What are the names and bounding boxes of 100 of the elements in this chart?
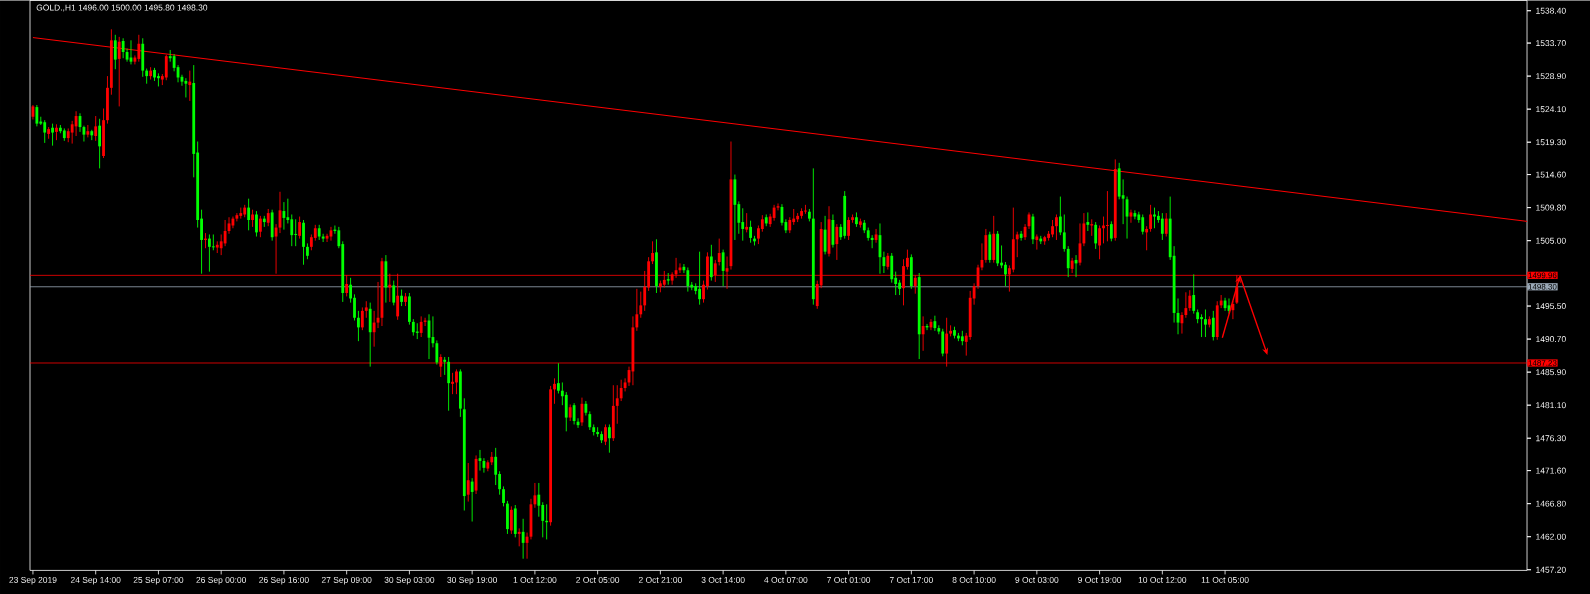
candlestick xyxy=(443,356,447,376)
x-tick-label: 26 Sep 16:00 xyxy=(259,576,309,585)
candlestick xyxy=(184,77,188,98)
candlestick xyxy=(293,218,298,247)
x-tick-label: 4 Oct 07:00 xyxy=(764,576,808,583)
candlestick xyxy=(470,477,474,522)
candlestick xyxy=(502,485,505,507)
x-tick-label: 9 Oct 03:00 xyxy=(1015,576,1059,583)
candlestick xyxy=(521,518,525,559)
candlestick xyxy=(709,244,713,281)
x-tick-label: 25 Sep 07:00 xyxy=(133,576,184,585)
y-tick-label: 1462.00 xyxy=(1536,533,1566,540)
candlestick xyxy=(1090,218,1094,237)
y-tick-label: 1490.70 xyxy=(1536,335,1566,342)
candlestick xyxy=(1086,211,1090,232)
candlestick xyxy=(619,379,623,402)
x-tick-label: 9 Oct 19:00 xyxy=(1078,576,1122,583)
candlestick xyxy=(1070,257,1074,274)
candlestick xyxy=(1133,209,1137,220)
candlestick xyxy=(1062,213,1066,252)
chart-title: GOLD.,H1 1496.00 1500.00 1495.80 1498.30 xyxy=(36,4,208,12)
candlestick xyxy=(1153,206,1156,229)
candlestick xyxy=(94,115,98,142)
candlestick xyxy=(298,215,302,239)
x-tick-label: 27 Sep 09:00 xyxy=(321,576,372,585)
candlestick xyxy=(255,210,258,237)
candlestick xyxy=(1098,224,1101,260)
y-tick-label: 1519.30 xyxy=(1536,139,1566,145)
candlestick xyxy=(717,237,721,266)
x-tick-label: 2 Oct 21:00 xyxy=(638,576,682,583)
candlestick xyxy=(870,234,874,249)
candlestick xyxy=(188,69,192,102)
x-tick-label: 24 Sep 14:00 xyxy=(70,576,121,585)
candlestick xyxy=(349,277,352,303)
candlestick xyxy=(553,377,556,405)
candlestick xyxy=(921,315,925,352)
candlestick xyxy=(1141,213,1145,235)
candlestick xyxy=(1164,212,1168,237)
candlestick xyxy=(208,233,211,272)
x-tick-label: 7 Oct 01:00 xyxy=(827,576,871,583)
candlestick xyxy=(357,310,360,342)
candlestick xyxy=(157,72,160,87)
candlestick xyxy=(564,391,568,432)
candlestick xyxy=(792,208,796,226)
candlestick xyxy=(615,384,619,425)
candlestick xyxy=(1015,231,1019,258)
y-tick-label: 1495.50 xyxy=(1536,302,1566,309)
x-tick-label: 26 Sep 00:00 xyxy=(196,576,247,585)
x-tick-label: 30 Sep 03:00 xyxy=(384,576,435,585)
x-tick-label: 7 Oct 17:00 xyxy=(889,576,933,583)
candlestick xyxy=(211,233,216,251)
candlestick xyxy=(517,527,521,547)
y-tick-label: 1476.30 xyxy=(1536,435,1566,442)
candlestick xyxy=(466,462,470,502)
candlestick xyxy=(1160,212,1164,241)
y-tick-label: 1481.10 xyxy=(1536,401,1566,408)
candlestick xyxy=(686,266,690,292)
candlestick xyxy=(666,272,670,285)
candlestick xyxy=(721,248,725,287)
candlestick xyxy=(98,118,102,169)
candlestick xyxy=(572,402,576,425)
candlestick xyxy=(455,368,458,395)
candlestick xyxy=(1094,221,1098,250)
candlestick xyxy=(164,54,168,81)
candlestick xyxy=(890,252,894,283)
candlestick xyxy=(745,212,749,233)
candlestick xyxy=(1055,213,1058,241)
candlestick xyxy=(1192,273,1196,314)
candlestick xyxy=(741,207,745,241)
y-tick-label: 1524.10 xyxy=(1536,105,1566,112)
candlestick xyxy=(537,482,541,517)
candlestick xyxy=(1204,308,1207,338)
candlestick xyxy=(35,104,39,127)
candlestick xyxy=(1109,220,1113,242)
x-tick-label: 3 Oct 14:00 xyxy=(701,576,745,583)
x-tick-label: 8 Oct 10:00 xyxy=(952,576,996,583)
candlestick xyxy=(392,279,396,306)
candlestick xyxy=(1211,310,1215,341)
candlestick xyxy=(835,223,839,261)
candlestick xyxy=(494,447,498,486)
candlestick xyxy=(749,220,752,243)
candlestick xyxy=(353,293,356,321)
candlestick xyxy=(1004,261,1007,287)
x-tick-label: 2 Oct 05:00 xyxy=(576,576,620,583)
y-tick-label: 1457.20 xyxy=(1536,566,1566,573)
candlestick xyxy=(43,119,47,144)
candlestick xyxy=(1066,245,1070,278)
y-tick-label: 1505.00 xyxy=(1536,237,1566,244)
candlestick xyxy=(509,505,513,535)
x-tick-label: 10 Oct 12:00 xyxy=(1138,576,1187,583)
candlestick xyxy=(419,315,423,338)
candlestick xyxy=(1058,195,1062,236)
candlestick xyxy=(1149,204,1152,232)
y-tick-label: 1533.70 xyxy=(1536,39,1566,46)
candlestick xyxy=(368,301,372,367)
candlestick xyxy=(933,315,937,332)
y-tick-label: 1466.80 xyxy=(1536,500,1566,507)
y-tick-label: 1509.80 xyxy=(1536,204,1566,211)
y-tick-label: 1485.90 xyxy=(1536,368,1566,375)
candlestick xyxy=(51,122,54,146)
